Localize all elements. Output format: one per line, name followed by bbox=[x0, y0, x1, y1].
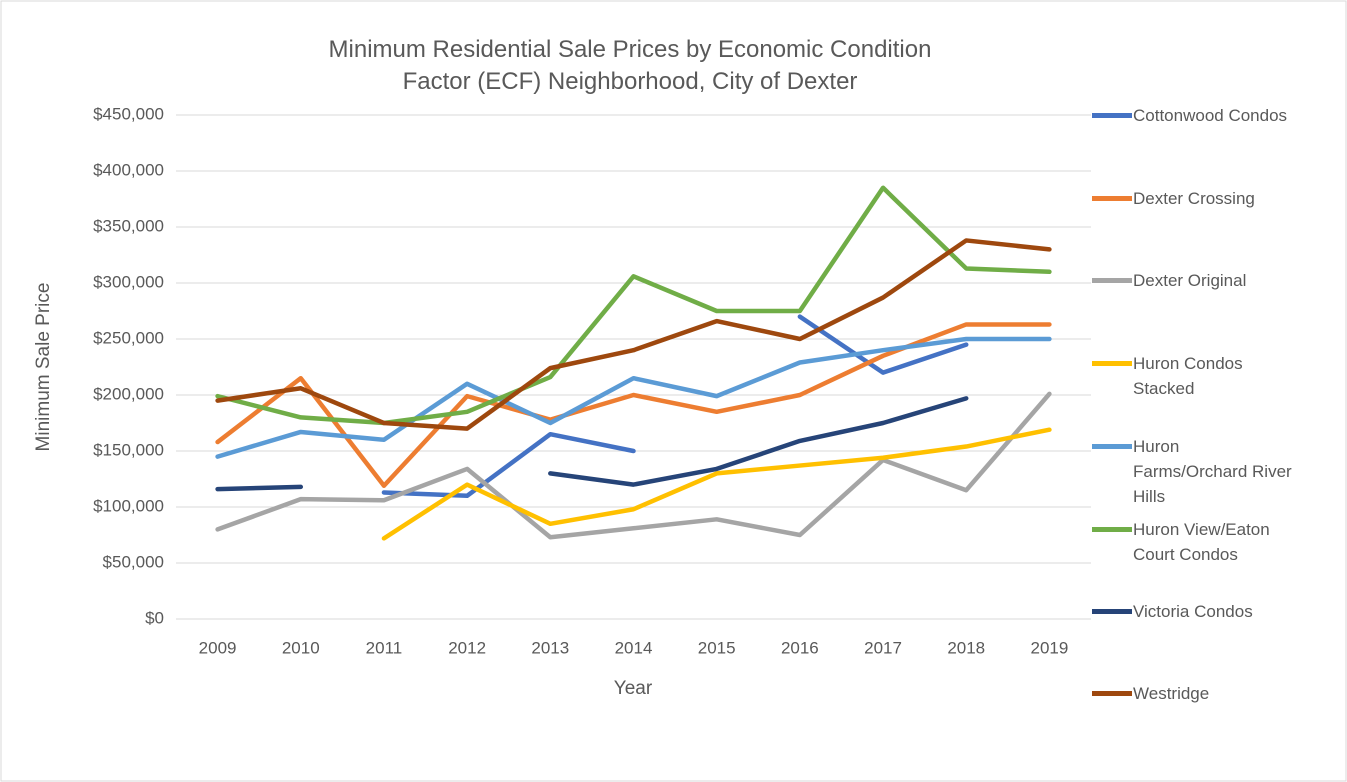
x-tick-label: 2015 bbox=[698, 638, 736, 657]
y-tick-label: $350,000 bbox=[93, 216, 164, 235]
x-tick-label: 2018 bbox=[947, 638, 985, 657]
legend-swatch bbox=[1092, 113, 1132, 118]
series-line bbox=[215, 391, 1052, 540]
x-tick-label: 2016 bbox=[781, 638, 819, 657]
legend-swatch bbox=[1092, 196, 1132, 201]
legend-label: Huron Condos Stacked bbox=[1133, 354, 1243, 398]
y-tick-label: $150,000 bbox=[93, 440, 164, 459]
legend-swatch bbox=[1092, 691, 1132, 696]
y-tick-label: $0 bbox=[145, 608, 164, 627]
x-tick-label: 2017 bbox=[864, 638, 902, 657]
y-tick-label: $400,000 bbox=[93, 160, 164, 179]
legend-label: Huron Farms/Orchard River Hills bbox=[1133, 437, 1292, 506]
series-line bbox=[215, 185, 1052, 426]
legend-label: Cottonwood Condos bbox=[1133, 106, 1288, 125]
y-axis-label: Minimum Sale Price bbox=[33, 283, 54, 452]
legend-label: Dexter Crossing bbox=[1133, 189, 1255, 208]
series-line bbox=[381, 427, 1052, 541]
legend-label: Victoria Condos bbox=[1133, 602, 1253, 621]
legend-label: Westridge bbox=[1133, 684, 1210, 703]
legend-swatch bbox=[1092, 278, 1132, 283]
series-line bbox=[215, 238, 1052, 431]
x-tick-label: 2012 bbox=[448, 638, 486, 657]
x-tick-label: 2014 bbox=[615, 638, 653, 657]
x-tick-label: 2019 bbox=[1030, 638, 1068, 657]
legend-swatch bbox=[1092, 527, 1132, 532]
y-tick-label: $50,000 bbox=[103, 552, 164, 571]
y-tick-label: $100,000 bbox=[93, 496, 164, 515]
legend-swatch bbox=[1092, 444, 1132, 449]
chart-title: Minimum Residential Sale Prices by Econo… bbox=[328, 36, 932, 95]
legend-swatch bbox=[1092, 609, 1132, 614]
legend-label: Huron View/Eaton Court Condos bbox=[1133, 520, 1270, 564]
series-line bbox=[215, 396, 969, 492]
x-tick-label: 2009 bbox=[199, 638, 237, 657]
y-tick-label: $200,000 bbox=[93, 384, 164, 403]
y-tick-label: $250,000 bbox=[93, 328, 164, 347]
legend-swatch bbox=[1092, 361, 1132, 366]
legend-label: Dexter Original bbox=[1133, 271, 1247, 290]
x-axis-label: Year bbox=[614, 678, 653, 699]
x-tick-label: 2011 bbox=[366, 638, 403, 657]
y-tick-label: $300,000 bbox=[93, 272, 164, 291]
y-tick-label: $450,000 bbox=[93, 104, 164, 123]
series-line bbox=[215, 336, 1052, 459]
x-tick-label: 2013 bbox=[531, 638, 569, 657]
series-line bbox=[381, 314, 969, 499]
x-tick-label: 2010 bbox=[282, 638, 320, 657]
